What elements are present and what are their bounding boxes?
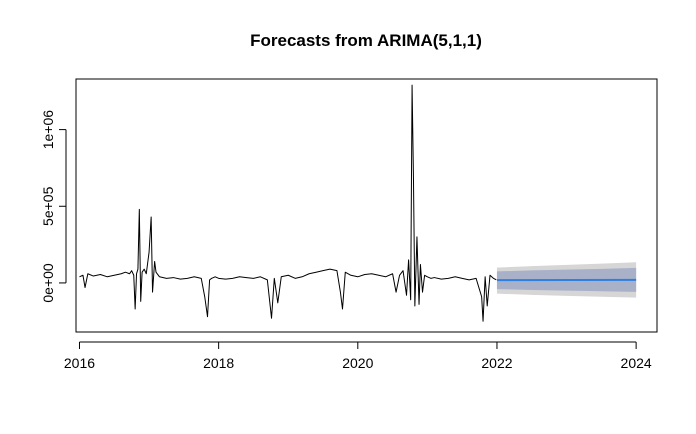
y-tick-label: 5e+05 [40,186,56,226]
y-tick-label: 1e+06 [40,110,56,150]
x-tick-label: 2020 [342,355,373,371]
plot-area [79,85,636,321]
x-tick-label: 2024 [621,355,652,371]
x-tick-label: 2016 [64,355,95,371]
x-tick-label: 2018 [203,355,234,371]
x-tick-label: 2022 [481,355,512,371]
observed-series-line [79,85,496,321]
y-tick-label: 0e+00 [40,263,56,303]
chart-title: Forecasts from ARIMA(5,1,1) [250,31,482,50]
